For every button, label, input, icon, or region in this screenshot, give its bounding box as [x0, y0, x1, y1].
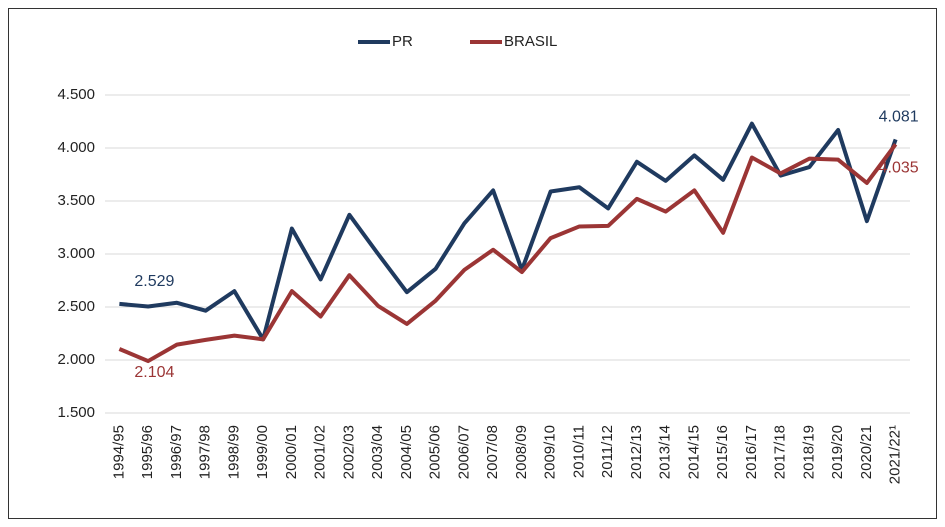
x-tick-label: 2019/20 — [829, 425, 846, 479]
data-label: 4.035 — [879, 160, 919, 177]
x-tick-label: 2021/22¹ — [887, 425, 904, 484]
x-tick-label: 2002/03 — [340, 425, 357, 479]
x-tick-label: 2004/05 — [398, 425, 415, 479]
series-line — [118, 143, 898, 364]
x-tick-label: 2013/14 — [657, 425, 674, 479]
y-tick-label: 4.000 — [57, 139, 95, 156]
x-tick-label: 2014/15 — [685, 425, 702, 479]
y-tick-label: 1.500 — [57, 404, 95, 421]
data-label: 2.529 — [134, 273, 174, 290]
x-tick-label: 1996/97 — [168, 425, 185, 479]
x-tick-label: 1994/95 — [110, 425, 127, 479]
x-tick-label: 2000/01 — [283, 425, 300, 479]
y-tick-label: 3.000 — [57, 245, 95, 262]
legend-label: PR — [392, 33, 413, 50]
x-tick-label: 2012/13 — [628, 425, 645, 479]
y-tick-label: 2.500 — [57, 298, 95, 315]
legend-label: BRASIL — [504, 33, 557, 50]
y-tick-label: 4.500 — [57, 86, 95, 103]
x-tick-label: 2007/08 — [484, 425, 501, 479]
x-tick-label: 2005/06 — [427, 425, 444, 479]
y-tick-label: 3.500 — [57, 192, 95, 209]
data-label: 4.081 — [879, 109, 919, 126]
x-tick-label: 2020/21 — [858, 425, 875, 479]
x-tick-label: 2016/17 — [743, 425, 760, 479]
x-tick-label: 2015/16 — [714, 425, 731, 479]
x-tick-label: 2017/18 — [772, 425, 789, 479]
x-tick-label: 1999/00 — [254, 425, 271, 479]
x-tick-label: 2011/12 — [599, 425, 616, 478]
x-tick-label: 2001/02 — [312, 425, 329, 479]
x-tick-label: 1995/96 — [139, 425, 156, 479]
y-tick-label: 2.000 — [57, 351, 95, 368]
x-tick-label: 1997/98 — [197, 425, 214, 479]
series-line — [119, 121, 898, 342]
x-tick-label: 1998/99 — [225, 425, 242, 479]
data-label: 2.104 — [134, 364, 174, 381]
x-tick-label: 2009/10 — [542, 425, 559, 479]
x-tick-label: 2003/04 — [369, 425, 386, 479]
x-tick-label: 2018/19 — [800, 425, 817, 479]
x-tick-label: 2010/11 — [570, 425, 587, 478]
x-tick-label: 2008/09 — [513, 425, 530, 479]
x-tick-label: 2006/07 — [455, 425, 472, 479]
